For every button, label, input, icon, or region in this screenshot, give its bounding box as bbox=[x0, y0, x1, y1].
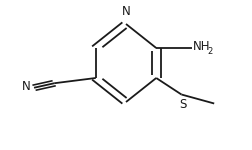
Text: S: S bbox=[179, 98, 186, 111]
Text: N: N bbox=[21, 81, 30, 93]
Text: NH: NH bbox=[193, 40, 210, 53]
Text: 2: 2 bbox=[207, 47, 213, 56]
Text: N: N bbox=[122, 5, 130, 18]
